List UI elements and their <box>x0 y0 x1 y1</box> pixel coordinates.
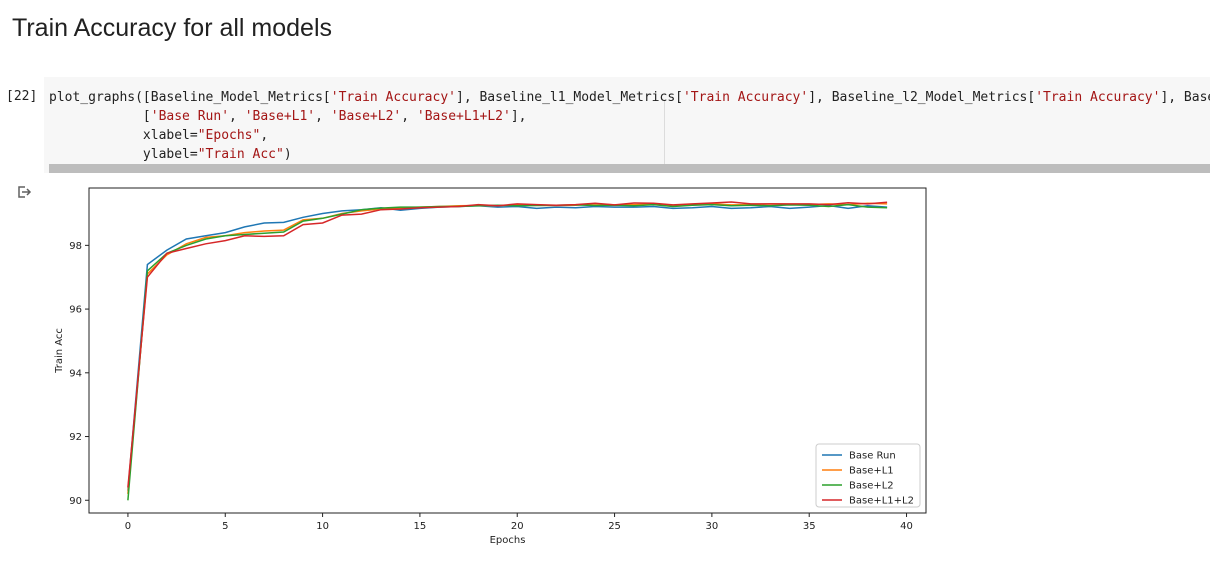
horizontal-scrollbar[interactable] <box>49 164 1210 173</box>
code-token: ], Baseline_l1_Model_Metrics[ <box>456 90 683 105</box>
execution-count: [22] <box>6 89 38 104</box>
code-token: , <box>260 128 269 143</box>
code-string-token: 'Base Run' <box>150 109 230 124</box>
code-token: ylabel= <box>49 147 198 162</box>
code-ruler <box>664 101 665 173</box>
train-accuracy-chart: 0 5 10 15 20 25 30 35 40 90 92 94 96 98 Epochs Train Ac… <box>54 187 927 546</box>
code-string-token: "Train Acc" <box>197 147 284 162</box>
code-token: [ <box>49 109 151 124</box>
code-string-token: 'Base+L1+L2' <box>416 109 511 124</box>
legend-label: Base+L1 <box>849 466 894 477</box>
legend-label: Base+L2 <box>849 481 894 492</box>
y-tick-label: 92 <box>69 432 82 443</box>
y-tick-label: 90 <box>69 496 82 507</box>
code-token: plot_graphs([Baseline_Model_Metrics[ <box>49 90 331 105</box>
code-token: , <box>401 109 417 124</box>
code-token: , <box>315 109 331 124</box>
x-tick-label: 40 <box>900 521 913 532</box>
series-line-4 <box>127 201 888 488</box>
code-token: ], <box>510 109 527 124</box>
code-text[interactable]: plot_graphs([Baseline_Model_Metrics['Tra… <box>49 88 1210 164</box>
code-token: xlabel= <box>49 128 198 143</box>
series-line-1 <box>127 204 888 491</box>
code-string-token: 'Train Accuracy' <box>330 90 456 105</box>
legend-box <box>815 443 921 508</box>
code-string-token: 'Base+L1' <box>244 109 316 124</box>
x-tick-label: 15 <box>414 521 427 532</box>
plot-frame <box>88 187 927 514</box>
x-tick-label: 5 <box>222 521 228 532</box>
legend-label: Base Run <box>849 451 896 462</box>
code-token: ], Baseli <box>1160 90 1210 105</box>
output-arrow-icon[interactable] <box>16 184 32 200</box>
x-tick-label: 0 <box>125 521 131 532</box>
code-string-token: "Epochs" <box>197 128 261 143</box>
x-tick-label: 35 <box>803 521 816 532</box>
code-editor[interactable]: plot_graphs([Baseline_Model_Metrics['Tra… <box>44 77 1210 173</box>
y-tick-label: 96 <box>69 305 82 316</box>
code-string-token: 'Train Accuracy' <box>1035 90 1161 105</box>
x-tick-label: 10 <box>316 521 329 532</box>
code-string-token: 'Train Accuracy' <box>682 90 809 105</box>
code-cell[interactable]: [22] plot_graphs([Baseline_Model_Metrics… <box>0 77 1210 173</box>
y-tick-label: 98 <box>69 241 82 252</box>
code-string-token: 'Base+L2' <box>330 109 402 124</box>
code-token: ], Baseline_l2_Model_Metrics[ <box>808 90 1036 105</box>
x-tick-label: 20 <box>511 521 524 532</box>
x-axis-label: Epochs <box>490 535 526 546</box>
y-axis-label: Train Acc <box>54 328 65 374</box>
code-token: , <box>229 109 245 124</box>
code-token: ) <box>283 147 292 162</box>
x-tick-label: 30 <box>706 521 719 532</box>
y-tick-label: 94 <box>69 368 82 379</box>
legend-label: Base+L1+L2 <box>849 496 914 507</box>
x-tick-label: 25 <box>608 521 621 532</box>
section-title: Train Accuracy for all models <box>12 14 333 42</box>
